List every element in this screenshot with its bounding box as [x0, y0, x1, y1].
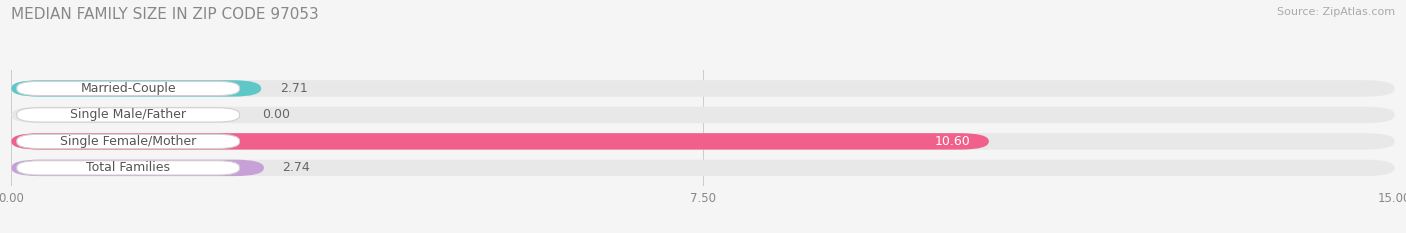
Text: 10.60: 10.60 — [935, 135, 970, 148]
Text: 0.00: 0.00 — [263, 108, 291, 121]
FancyBboxPatch shape — [17, 161, 239, 175]
FancyBboxPatch shape — [11, 107, 1395, 123]
Text: Source: ZipAtlas.com: Source: ZipAtlas.com — [1277, 7, 1395, 17]
Text: 2.71: 2.71 — [280, 82, 308, 95]
FancyBboxPatch shape — [11, 160, 264, 176]
Text: Single Male/Father: Single Male/Father — [70, 108, 186, 121]
FancyBboxPatch shape — [11, 80, 1395, 97]
FancyBboxPatch shape — [11, 160, 1395, 176]
FancyBboxPatch shape — [11, 133, 988, 150]
Text: MEDIAN FAMILY SIZE IN ZIP CODE 97053: MEDIAN FAMILY SIZE IN ZIP CODE 97053 — [11, 7, 319, 22]
FancyBboxPatch shape — [11, 133, 1395, 150]
FancyBboxPatch shape — [17, 134, 239, 149]
FancyBboxPatch shape — [17, 81, 239, 96]
Text: 2.74: 2.74 — [283, 161, 311, 174]
Text: Total Families: Total Families — [86, 161, 170, 174]
FancyBboxPatch shape — [17, 108, 239, 122]
Text: Single Female/Mother: Single Female/Mother — [60, 135, 197, 148]
FancyBboxPatch shape — [11, 80, 262, 97]
Text: Married-Couple: Married-Couple — [80, 82, 176, 95]
